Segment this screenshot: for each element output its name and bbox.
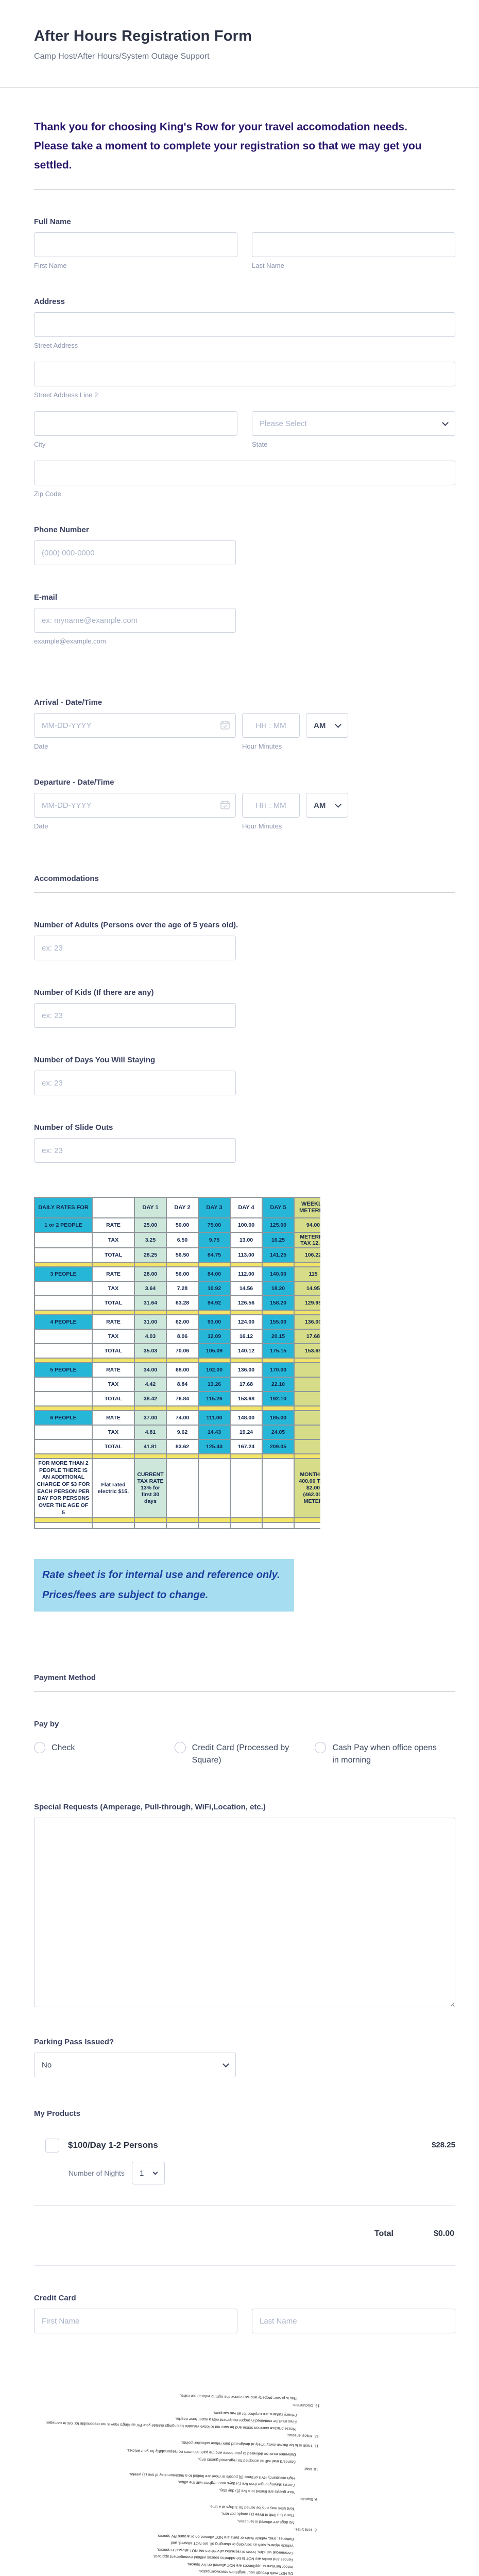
nights-value: 1 — [139, 2168, 144, 2178]
arrival-label: Arrival - Date/Time — [34, 698, 102, 707]
total-value: $0.00 — [433, 2229, 454, 2239]
rules-doc-content: KING'S ROW TRAILER PARK 3660 BOULDER HIG… — [46, 2394, 322, 2576]
rate-table: DAILY RATES FOR DAY 1 DAY 2 DAY 3 DAY 4 DAY 5… — [34, 1197, 320, 1530]
chevron-down-icon — [442, 419, 449, 426]
days-input[interactable] — [34, 1071, 236, 1095]
nights-select[interactable]: 1 — [131, 2162, 165, 2185]
section-divider — [34, 892, 455, 893]
radio-cash-pay[interactable]: Cash Pay when office opens in morning — [315, 1742, 455, 1767]
arrival-date-sublabel: Date — [34, 742, 48, 750]
products-divider — [34, 2265, 455, 2266]
days-label: Number of Days You Will Staying — [34, 1056, 156, 1064]
radio-check-label: Check — [52, 1743, 75, 1753]
nights-label: Number of Nights — [69, 2169, 125, 2178]
state-sublabel: State — [252, 440, 268, 448]
product-price: $28.25 — [432, 2141, 455, 2150]
parking-pass-select[interactable]: No — [34, 2053, 236, 2078]
rate-note: Rate sheet is for internal use and refer… — [34, 1559, 294, 1612]
adults-label: Number of Adults (Persons over the age o… — [34, 921, 238, 929]
phone-input[interactable] — [34, 540, 236, 565]
last-name-input[interactable] — [252, 232, 455, 257]
radio-credit-card[interactable]: Credit Card (Processed by Square) — [174, 1742, 315, 1767]
pay-by-label: Pay by — [34, 1720, 59, 1729]
chevron-down-icon — [335, 801, 341, 808]
product-checkbox[interactable] — [45, 2139, 59, 2153]
special-requests-label: Special Requests (Amperage, Pull-through… — [34, 1803, 266, 1812]
email-sublabel: example@example.com — [34, 637, 106, 645]
address-label: Address — [34, 297, 65, 306]
section-divider — [34, 1691, 455, 1692]
state-select-value: Please Select — [260, 419, 307, 428]
departure-label: Departure - Date/Time — [34, 778, 114, 787]
last-name-sublabel: Last Name — [252, 262, 284, 269]
departure-ampm-value: AM — [314, 801, 326, 810]
state-select[interactable]: Please Select — [252, 411, 455, 436]
kids-label: Number of Kids (If there are any) — [34, 988, 154, 997]
pay-by-options: Check Credit Card (Processed by Square) … — [34, 1742, 455, 1767]
arrival-time-sublabel: Hour Minutes — [242, 742, 282, 750]
section-divider — [34, 189, 455, 190]
chevron-down-icon — [335, 721, 341, 728]
radio-icon — [174, 1742, 186, 1754]
special-requests-textarea[interactable] — [34, 1818, 455, 2008]
first-name-input[interactable] — [34, 232, 237, 257]
credit-card-heading: Credit Card — [34, 2294, 76, 2303]
page-subtitle: Camp Host/After Hours/System Outage Supp… — [34, 52, 210, 61]
payment-heading: Payment Method — [34, 1673, 96, 1683]
departure-date-sublabel: Date — [34, 822, 48, 830]
email-input[interactable] — [34, 608, 236, 633]
calendar-icon[interactable] — [220, 720, 230, 730]
street-address2-sublabel: Street Address Line 2 — [34, 391, 98, 399]
chevron-down-icon — [152, 2170, 158, 2175]
product-row: $100/Day 1-2 Persons $28.25 — [34, 2139, 455, 2153]
radio-icon — [34, 1742, 45, 1754]
zip-sublabel: Zip Code — [34, 490, 61, 498]
arrival-time-input[interactable] — [242, 713, 300, 738]
rules-lines: Rules and Regulations are provided to pr… — [46, 2394, 320, 2576]
city-input[interactable] — [34, 411, 237, 436]
email-label: E-mail — [34, 593, 58, 602]
street-address2-input[interactable] — [34, 362, 455, 386]
departure-date-input[interactable] — [34, 793, 236, 818]
header-divider — [0, 87, 479, 88]
departure-ampm-select[interactable]: AM — [306, 793, 348, 818]
slideouts-input[interactable] — [34, 1138, 236, 1163]
total-label: Total — [374, 2229, 394, 2239]
radio-check[interactable]: Check — [34, 1742, 175, 1767]
street-address-input[interactable] — [34, 312, 455, 337]
kids-input[interactable] — [34, 1003, 236, 1028]
cc-last-name-input[interactable] — [252, 2309, 455, 2334]
page-title: After Hours Registration Form — [34, 28, 252, 44]
product-name: $100/Day 1-2 Persons — [68, 2140, 158, 2150]
arrival-ampm-select[interactable]: AM — [306, 713, 348, 738]
accommodations-heading: Accommodations — [34, 874, 99, 883]
radio-icon — [315, 1742, 327, 1754]
full-name-label: Full Name — [34, 217, 71, 226]
intro-text: Thank you for choosing King's Row for yo… — [34, 121, 422, 171]
rate-sheet-image: DAILY RATES FOR DAY 1 DAY 2 DAY 3 DAY 4 DAY 5… — [34, 1197, 320, 1530]
total-row: Total $0.00 — [34, 2229, 455, 2239]
parking-pass-value: No — [42, 2060, 52, 2070]
rules-document-scan: KING'S ROW TRAILER PARK 3660 BOULDER HIG… — [46, 2394, 322, 2576]
first-name-sublabel: First Name — [34, 262, 67, 269]
cc-first-name-input[interactable] — [34, 2309, 237, 2334]
calendar-icon[interactable] — [220, 800, 230, 810]
adults-input[interactable] — [34, 936, 236, 960]
radio-cash-pay-label: Cash Pay when office opens in morning — [332, 1743, 437, 1765]
my-products-heading: My Products — [34, 2109, 81, 2119]
chevron-down-icon — [223, 2060, 229, 2067]
arrival-date-input[interactable] — [34, 713, 236, 738]
departure-time-input[interactable] — [242, 793, 300, 818]
parking-pass-label: Parking Pass Issued? — [34, 2038, 114, 2047]
zip-input[interactable] — [34, 461, 455, 485]
radio-credit-card-label: Credit Card (Processed by Square) — [192, 1743, 289, 1765]
departure-time-sublabel: Hour Minutes — [242, 822, 282, 830]
city-sublabel: City — [34, 440, 46, 448]
slideouts-label: Number of Slide Outs — [34, 1123, 113, 1132]
products-divider — [34, 2205, 455, 2206]
form-header: After Hours Registration Form Camp Host/… — [0, 0, 479, 61]
arrival-ampm-value: AM — [314, 721, 326, 730]
street-address-sublabel: Street Address — [34, 342, 78, 349]
phone-label: Phone Number — [34, 526, 89, 534]
